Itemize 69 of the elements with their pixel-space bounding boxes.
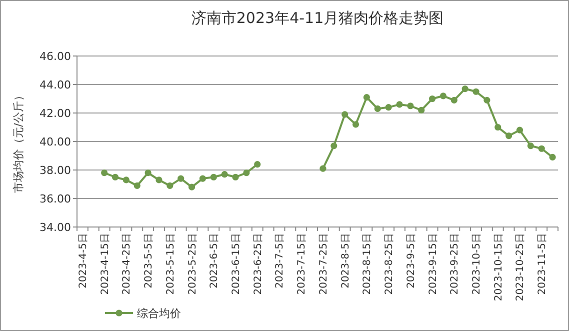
point bbox=[472, 88, 480, 95]
point bbox=[232, 174, 239, 180]
x-tick-label: 2023-8-25日 bbox=[384, 233, 396, 295]
y-tick-label: 42.00 bbox=[40, 107, 71, 120]
point bbox=[428, 95, 436, 102]
y-tick-label: 46.00 bbox=[40, 50, 71, 63]
x-tick-label: 2023-5-25日 bbox=[187, 233, 198, 295]
x-tick-label: 2023-10-5日 bbox=[472, 233, 483, 295]
point bbox=[243, 170, 250, 176]
point bbox=[254, 161, 261, 168]
point bbox=[527, 142, 534, 150]
point bbox=[494, 124, 502, 131]
point bbox=[156, 176, 162, 184]
y-tick-label: 44.00 bbox=[40, 78, 71, 92]
x-tick-label: 2023-5-15日 bbox=[165, 233, 176, 295]
point bbox=[538, 145, 545, 152]
point bbox=[101, 170, 108, 176]
y-tick-label: 34.00 bbox=[40, 221, 71, 234]
x-tick-label: 2023-7-5日 bbox=[274, 233, 286, 288]
point bbox=[144, 170, 152, 176]
x-tick-label: 2023-5-5日 bbox=[144, 233, 155, 288]
point bbox=[112, 174, 119, 180]
point bbox=[484, 96, 490, 104]
chart-title: 济南市2023年4-11月猪肉价格走势图 bbox=[191, 9, 444, 27]
point bbox=[122, 176, 130, 184]
y-tick-label: 40.00 bbox=[40, 136, 71, 148]
point bbox=[418, 106, 425, 114]
x-tick-label: 2023-7-25日 bbox=[318, 233, 330, 295]
x-tick-label: 2023-4-15日 bbox=[100, 233, 111, 295]
legend-label: 综合均价 bbox=[137, 307, 181, 320]
point bbox=[330, 142, 338, 150]
point bbox=[199, 175, 206, 182]
x-tick-label: 2023-9-5日 bbox=[406, 233, 417, 288]
y-tick-label: 36.00 bbox=[40, 192, 71, 206]
x-tick-label: 2023-7-15日 bbox=[296, 233, 308, 295]
point bbox=[396, 101, 403, 108]
point bbox=[221, 170, 228, 178]
point bbox=[385, 104, 392, 111]
x-tick-label: 2023-9-25日 bbox=[450, 233, 461, 295]
x-tick-label: 2023-9-15日 bbox=[428, 233, 439, 295]
point bbox=[407, 102, 414, 110]
point bbox=[188, 184, 196, 190]
y-axis-title: 市场均价（元/公斤） bbox=[12, 90, 25, 193]
point bbox=[549, 154, 556, 160]
x-tick-label: 2023-6-25日 bbox=[252, 233, 264, 295]
point bbox=[516, 126, 524, 134]
x-tick-label: 2023-8-5日 bbox=[340, 233, 352, 288]
point bbox=[462, 85, 468, 92]
x-tick-label: 2023-11-5日 bbox=[537, 233, 548, 295]
point bbox=[450, 96, 458, 104]
x-tick-label: 2023-4-5日 bbox=[78, 233, 89, 288]
x-tick-label: 2023-10-25日 bbox=[515, 233, 526, 302]
point bbox=[134, 182, 140, 189]
point bbox=[342, 111, 348, 118]
point bbox=[166, 182, 174, 189]
point bbox=[178, 175, 184, 182]
point bbox=[210, 174, 217, 180]
x-tick-label: 2023-4-25日 bbox=[122, 233, 133, 295]
point bbox=[374, 105, 381, 112]
x-tick-label: 2023-10-15日 bbox=[493, 233, 504, 302]
x-tick-label: 2023-6-5日 bbox=[209, 233, 220, 288]
x-tick-label: 2023-6-15日 bbox=[231, 233, 242, 295]
point bbox=[363, 94, 370, 101]
point bbox=[320, 165, 326, 172]
y-tick-label: 38.00 bbox=[40, 164, 71, 177]
point bbox=[352, 121, 360, 128]
point bbox=[440, 92, 447, 100]
x-tick-label: 2023-8-15日 bbox=[362, 233, 374, 295]
point bbox=[506, 132, 512, 140]
